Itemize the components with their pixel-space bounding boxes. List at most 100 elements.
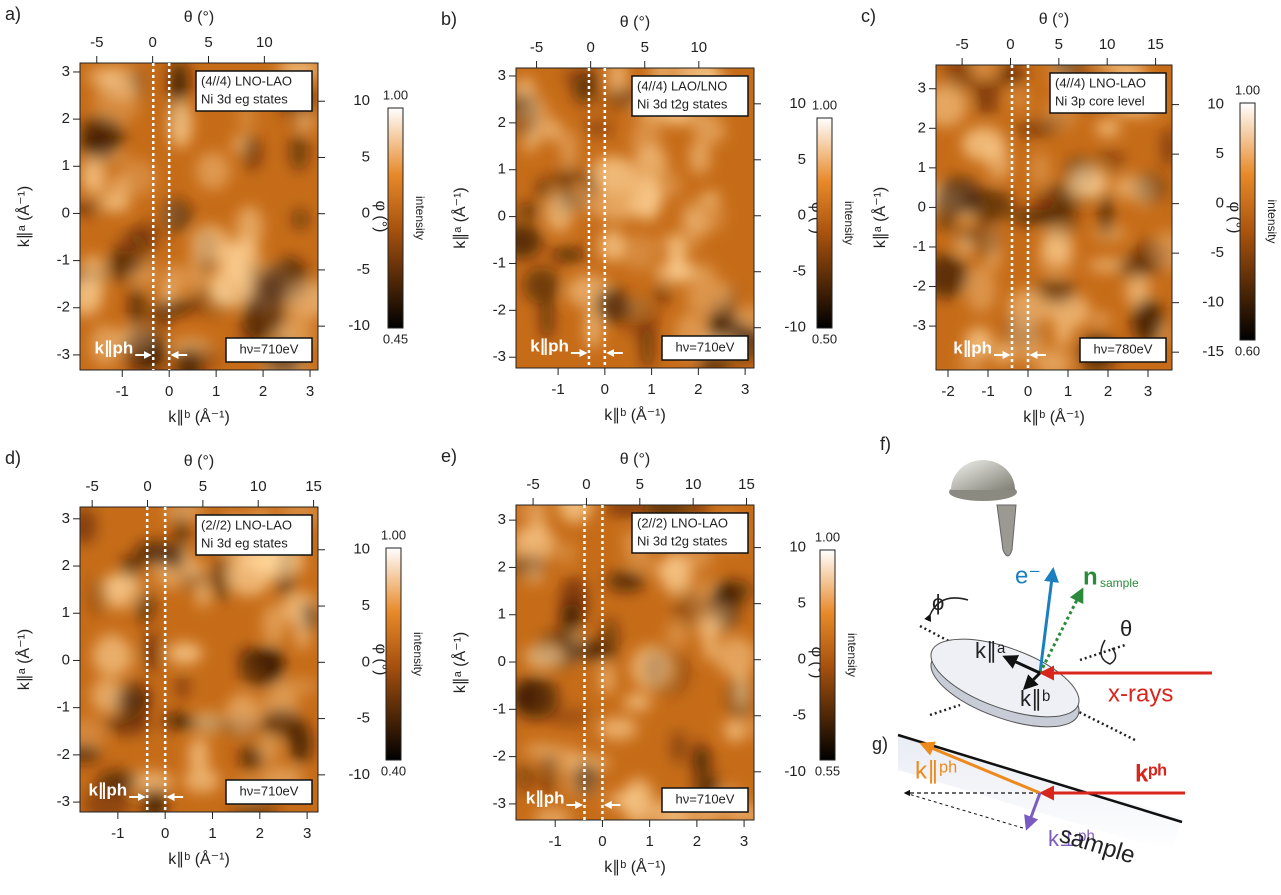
blob: [211, 555, 233, 602]
x-tick-label: -1: [551, 381, 564, 398]
blob: [691, 505, 710, 515]
x2-axis-title: θ (°): [620, 451, 650, 468]
y-tick-label: -1: [493, 254, 506, 271]
x-tick-label: -1: [111, 825, 124, 842]
x2-tick-label: 15: [305, 478, 322, 495]
y-tick-label: -3: [57, 346, 70, 363]
blob: [546, 118, 563, 143]
plot-frame: [79, 62, 319, 371]
y2-axis-title: φ (°): [1226, 202, 1243, 234]
blob: [192, 711, 224, 735]
y2-tick-label: 5: [362, 148, 370, 165]
sample-box: [631, 75, 749, 117]
x-tick-label: 0: [598, 833, 606, 850]
blob: [936, 84, 967, 127]
xray-label: x-rays: [1108, 680, 1173, 707]
y-tick-label: 2: [918, 119, 926, 136]
colorbar-tick-label: 0.45: [383, 331, 408, 346]
blob: [516, 203, 542, 219]
blob: [159, 282, 173, 305]
x-tick-label: 1: [208, 825, 216, 842]
heatmap: [80, 507, 318, 812]
blob: [262, 603, 286, 645]
x2-tick-label: 5: [204, 34, 212, 51]
blob: [1035, 348, 1072, 370]
x-tick-label: -1: [549, 833, 562, 850]
y-tick-label: -1: [57, 252, 70, 269]
blob: [686, 277, 733, 315]
colorbar-label: intensity: [1265, 199, 1279, 243]
y-tick-label: 2: [62, 557, 70, 574]
x2-tick-label: 10: [1099, 36, 1116, 53]
colorbar: [816, 117, 833, 329]
x2-tick-label: 0: [143, 478, 151, 495]
blob: [673, 262, 717, 282]
sample-box: [195, 514, 313, 556]
sample-text: Ni 3d t2g states: [637, 533, 728, 548]
y-tick-label: 0: [62, 204, 70, 221]
x2-axis-title: θ (°): [184, 453, 214, 470]
y2-tick-label: -5: [1211, 244, 1224, 261]
sample-box: [631, 512, 749, 554]
blob: [230, 802, 279, 812]
x-tick-label: 3: [741, 381, 749, 398]
theta-label: θ: [1120, 616, 1132, 641]
blob: [80, 198, 104, 216]
x2-tick-label: 5: [641, 39, 649, 56]
kperp-arrow: [1024, 792, 1042, 831]
x-tick-label: 2: [693, 833, 701, 850]
colorbar-tick-label: 1.00: [815, 529, 840, 544]
x2-tick-label: 5: [636, 476, 644, 493]
blob: [600, 617, 620, 664]
sample-text: (4//4) LAO/LNO: [637, 78, 727, 93]
normal-sub: sample: [1100, 576, 1139, 590]
blob: [1133, 178, 1155, 208]
kb-label: k∥ᵇ: [1020, 686, 1050, 711]
blob: [169, 100, 193, 148]
blob: [258, 731, 279, 764]
blob: [936, 183, 962, 231]
blob: [80, 114, 125, 155]
blob: [550, 165, 587, 187]
blob: [545, 192, 574, 233]
blob: [524, 644, 565, 669]
x-tick-label: 0: [165, 383, 173, 400]
blob: [540, 295, 554, 341]
blob: [212, 281, 230, 306]
blob: [226, 552, 273, 597]
x-tick-label: 1: [1064, 383, 1072, 400]
y2-tick-label: 10: [789, 539, 806, 556]
colorbar-tick-label: 0.40: [381, 763, 406, 778]
theta-axis: [929, 703, 961, 717]
blob: [85, 151, 131, 164]
y-tick-label: -2: [493, 748, 506, 765]
y-tick-label: -3: [57, 793, 70, 810]
colorbar-tick-label: 0.55: [815, 763, 840, 778]
blob: [259, 708, 305, 739]
blob: [974, 65, 994, 75]
x2-tick-label: 15: [738, 476, 755, 493]
x-tick-label: 3: [740, 833, 748, 850]
energy-box: [1079, 337, 1167, 363]
blob: [1067, 165, 1108, 198]
x-tick-label: 0: [161, 825, 169, 842]
blob: [594, 287, 631, 324]
blob: [151, 298, 195, 315]
kpar-arrow: [919, 741, 1041, 795]
x2-tick-label: 5: [1055, 36, 1063, 53]
blob: [516, 523, 557, 564]
x-tick-label: 2: [694, 381, 702, 398]
energy-box: [661, 787, 749, 813]
phi-label: ϕ: [932, 590, 944, 615]
ka-label: k∥ᵃ: [975, 638, 1006, 663]
colorbar: [385, 547, 402, 761]
energy-box: [661, 335, 749, 361]
blob: [239, 648, 285, 688]
blob: [1092, 226, 1128, 242]
panel-label: b): [441, 9, 457, 29]
x-tick-label: 3: [303, 825, 311, 842]
blob: [134, 540, 176, 567]
x-tick-label: 2: [259, 383, 267, 400]
